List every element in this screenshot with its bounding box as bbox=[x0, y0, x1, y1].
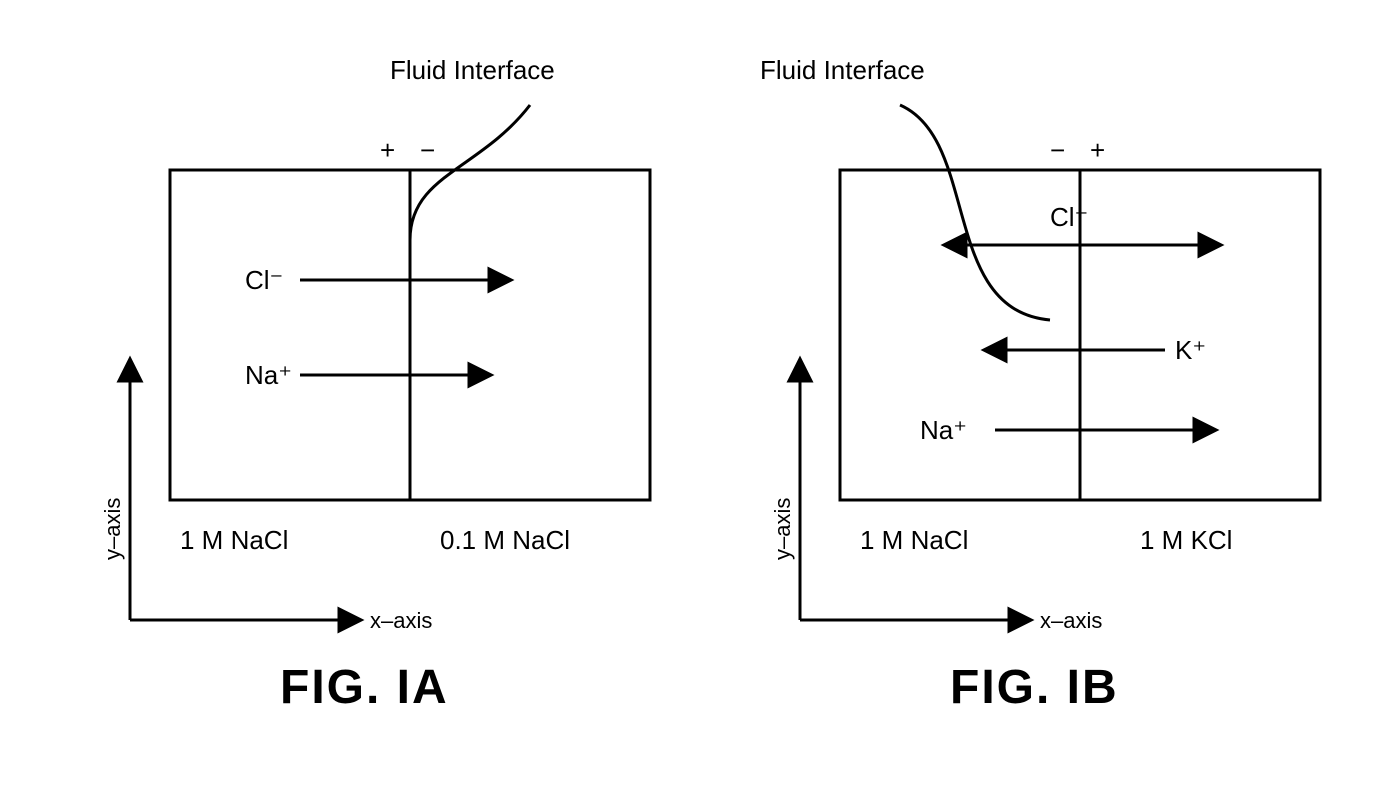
panel-b: Fluid Interface − + Cl⁻ K⁺ Na⁺ 1 M NaCl … bbox=[720, 30, 1340, 710]
ion-k-b: K⁺ bbox=[1175, 335, 1206, 366]
polarity-right-b: + bbox=[1090, 135, 1105, 166]
soln-left-b: 1 M NaCl bbox=[860, 525, 968, 556]
caption-b: FIG. IB bbox=[950, 660, 1119, 715]
y-axis-label-b: y–axis bbox=[770, 498, 796, 560]
ion-na-b: Na⁺ bbox=[920, 415, 967, 446]
leader-a bbox=[410, 105, 530, 240]
caption-a: FIG. IA bbox=[280, 660, 449, 715]
panel-b-svg bbox=[720, 30, 1340, 710]
polarity-left-a: + bbox=[380, 135, 395, 166]
ion-cl-b: Cl⁻ bbox=[1050, 202, 1088, 233]
title-a: Fluid Interface bbox=[390, 55, 555, 86]
polarity-left-b: − bbox=[1050, 135, 1065, 166]
panel-a-svg bbox=[50, 30, 670, 710]
polarity-right-a: − bbox=[420, 135, 435, 166]
x-axis-label-b: x–axis bbox=[1040, 608, 1102, 634]
soln-left-a: 1 M NaCl bbox=[180, 525, 288, 556]
soln-right-b: 1 M KCl bbox=[1140, 525, 1232, 556]
leader-b bbox=[900, 105, 1050, 320]
ion-na-a: Na⁺ bbox=[245, 360, 292, 391]
title-b: Fluid Interface bbox=[760, 55, 925, 86]
soln-right-a: 0.1 M NaCl bbox=[440, 525, 570, 556]
ion-cl-a: Cl⁻ bbox=[245, 265, 283, 296]
y-axis-label-a: y–axis bbox=[100, 498, 126, 560]
panel-a: Fluid Interface + − Cl⁻ Na⁺ 1 M NaCl 0.1… bbox=[50, 30, 670, 710]
x-axis-label-a: x–axis bbox=[370, 608, 432, 634]
